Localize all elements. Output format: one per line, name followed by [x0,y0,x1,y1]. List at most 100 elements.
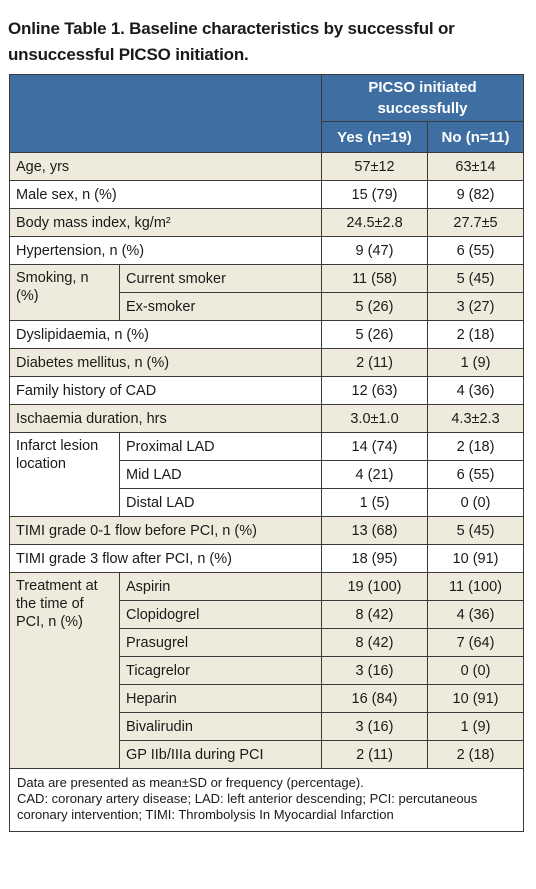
table-row: Infarct lesion location Proximal LAD 14 … [9,432,525,517]
row-label-age: Age, yrs [9,152,322,181]
table-row: Dyslipidaemia, n (%) 5 (26) 2 (18) [9,320,525,349]
cell-no: 0 (0) [426,656,525,685]
cell-yes: 12 (63) [321,376,428,405]
cell-yes: 5 (26) [321,292,428,321]
group-label-treatment: Treatment at the time of PCI, n (%) [9,572,120,769]
cell-no: 63±14 [426,152,525,181]
cell-yes: 16 (84) [321,684,428,713]
row-label-clopidogrel: Clopidogrel [119,600,322,629]
row-label-bmi: Body mass index, kg/m² [9,208,322,237]
row-label-aspirin: Aspirin [119,572,322,601]
footnote-data-note: Data are presented as mean±SD or frequen… [17,775,364,790]
row-label-diabetes: Diabetes mellitus, n (%) [9,348,322,377]
cell-yes: 11 (58) [321,264,428,293]
table-row: Distal LAD 1 (5) 0 (0) [10,488,525,517]
table-row: Smoking, n (%) Current smoker 11 (58) 5 … [9,264,525,321]
cell-yes: 2 (11) [321,740,428,769]
table-row: Bivalirudin 3 (16) 1 (9) [10,712,525,741]
cell-no: 2 (18) [426,432,525,461]
cell-yes: 3 (16) [321,712,428,741]
cell-yes: 57±12 [321,152,428,181]
table-title: Online Table 1. Baseline characteristics… [8,19,455,64]
row-label-dyslipidaemia: Dyslipidaemia, n (%) [9,320,322,349]
header-group-label: PICSO initiated successfully [320,74,525,122]
cell-yes: 14 (74) [321,432,428,461]
cell-no: 6 (55) [426,460,525,489]
header-empty-cell [9,74,322,153]
header-no: No (n=11) [426,121,525,153]
table-row: Age, yrs 57±12 63±14 [9,152,525,181]
cell-yes: 4 (21) [321,460,428,489]
table-row: Body mass index, kg/m² 24.5±2.8 27.7±5 [9,208,525,237]
group-label-smoking: Smoking, n (%) [9,264,120,321]
row-label-family-history: Family history of CAD [9,376,322,405]
row-label-heparin: Heparin [119,684,322,713]
cell-yes: 18 (95) [321,544,428,573]
cell-yes: 1 (5) [321,488,428,517]
cell-no: 10 (91) [426,684,525,713]
cell-no: 1 (9) [426,348,525,377]
cell-yes: 8 (42) [321,600,428,629]
header-row-group: PICSO initiated successfully [9,74,525,153]
cell-no: 4 (36) [426,600,525,629]
header-yes: Yes (n=19) [321,121,428,153]
cell-yes: 9 (47) [321,236,428,265]
table-row: Hypertension, n (%) 9 (47) 6 (55) [9,236,525,265]
group-label-infarct-location: Infarct lesion location [9,432,120,517]
cell-no: 10 (91) [426,544,525,573]
cell-no: 4 (36) [426,376,525,405]
cell-yes: 3.0±1.0 [321,404,428,433]
baseline-characteristics-table: PICSO initiated successfully Yes (n=19) … [8,74,525,832]
table-row: Treatment at the time of PCI, n (%) Aspi… [9,572,525,769]
cell-no: 0 (0) [426,488,525,517]
table-row: Ischaemia duration, hrs 3.0±1.0 4.3±2.3 [9,404,525,433]
table-row: Prasugrel 8 (42) 7 (64) [10,628,525,657]
row-label-ticagrelor: Ticagrelor [119,656,322,685]
row-label-proximal-lad: Proximal LAD [119,432,322,461]
table-row: Heparin 16 (84) 10 (91) [10,684,525,713]
table-row: Clopidogrel 8 (42) 4 (36) [10,600,525,629]
row-label-prasugrel: Prasugrel [119,628,322,657]
table-row: Male sex, n (%) 15 (79) 9 (82) [9,180,525,209]
table-row: Ticagrelor 3 (16) 0 (0) [10,656,525,685]
cell-no: 2 (18) [426,740,525,769]
cell-no: 6 (55) [426,236,525,265]
table-row: Family history of CAD 12 (63) 4 (36) [9,376,525,405]
cell-no: 7 (64) [426,628,525,657]
header-row-sub: Yes (n=19) No (n=11) [10,121,525,153]
row-label-ex-smoker: Ex-smoker [119,292,322,321]
cell-no: 1 (9) [426,712,525,741]
row-label-gp-iib-iiia: GP IIb/IIIa during PCI [119,740,322,769]
footnote-row: Data are presented as mean±SD or frequen… [8,768,525,832]
table-row: GP IIb/IIIa during PCI 2 (11) 2 (18) [10,740,525,769]
row-label-ischaemia-duration: Ischaemia duration, hrs [9,404,322,433]
table-row: Diabetes mellitus, n (%) 2 (11) 1 (9) [9,348,525,377]
table-row: TIMI grade 3 flow after PCI, n (%) 18 (9… [9,544,525,573]
row-label-timi-0-1: TIMI grade 0-1 flow before PCI, n (%) [9,516,322,545]
cell-no: 2 (18) [426,320,525,349]
cell-yes: 2 (11) [321,348,428,377]
row-label-current-smoker: Current smoker [119,264,322,293]
row-label-bivalirudin: Bivalirudin [119,712,322,741]
cell-no: 11 (100) [426,572,525,601]
row-label-mid-lad: Mid LAD [119,460,322,489]
cell-yes: 24.5±2.8 [321,208,428,237]
row-label-hypertension: Hypertension, n (%) [9,236,322,265]
cell-yes: 15 (79) [321,180,428,209]
cell-no: 27.7±5 [426,208,525,237]
cell-yes: 8 (42) [321,628,428,657]
cell-yes: 13 (68) [321,516,428,545]
row-label-timi-3: TIMI grade 3 flow after PCI, n (%) [9,544,322,573]
cell-yes: 3 (16) [321,656,428,685]
table-row: Ex-smoker 5 (26) 3 (27) [10,292,525,321]
cell-yes: 5 (26) [321,320,428,349]
cell-no: 4.3±2.3 [426,404,525,433]
cell-no: 5 (45) [426,516,525,545]
cell-no: 9 (82) [426,180,525,209]
footnote-cell: Data are presented as mean±SD or frequen… [8,768,525,832]
cell-yes: 19 (100) [321,572,428,601]
row-label-male-sex: Male sex, n (%) [9,180,322,209]
cell-no: 5 (45) [426,264,525,293]
baseline-table-container: PICSO initiated successfully Yes (n=19) … [8,74,525,832]
footnote-abbreviations: CAD: coronary artery disease; LAD: left … [17,791,478,822]
